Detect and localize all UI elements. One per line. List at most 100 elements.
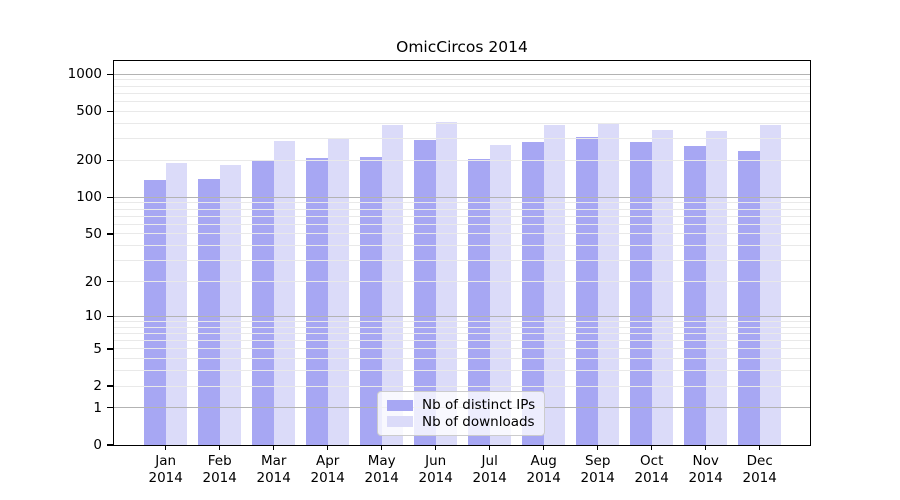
x-axis-label-mar: Mar 2014 bbox=[256, 453, 291, 486]
x-axis-tick-jul bbox=[489, 446, 491, 450]
bar-distinct-ips-may bbox=[360, 156, 382, 445]
x-axis-label-jul: Jul 2014 bbox=[472, 453, 507, 486]
gridline-400 bbox=[114, 122, 810, 124]
gridline-80 bbox=[114, 208, 810, 210]
gridline-600 bbox=[114, 101, 810, 103]
gridline-2 bbox=[114, 385, 810, 387]
y-axis-tick-20 bbox=[107, 280, 113, 283]
gridline-500 bbox=[114, 110, 810, 112]
gridline-1000 bbox=[114, 73, 810, 75]
gridline-8 bbox=[114, 326, 810, 328]
bar-downloads-aug bbox=[543, 124, 566, 445]
y-axis-label-0: 0 bbox=[93, 437, 102, 453]
x-axis-tick-jun bbox=[435, 446, 437, 450]
bar-downloads-jan bbox=[165, 162, 188, 445]
legend-swatch-downloads bbox=[387, 416, 413, 428]
y-axis-label-1: 1 bbox=[93, 399, 102, 416]
bar-downloads-nov bbox=[705, 130, 728, 445]
legend-label-distinct-ips: Nb of distinct IPs bbox=[422, 397, 536, 414]
bar-downloads-oct bbox=[651, 129, 674, 445]
y-axis-label-20: 20 bbox=[84, 273, 102, 290]
bar-distinct-ips-sep bbox=[576, 137, 598, 445]
bar-downloads-apr bbox=[327, 138, 350, 445]
y-axis-tick-1000 bbox=[107, 73, 113, 75]
gridline-70 bbox=[114, 215, 810, 217]
gridline-5 bbox=[114, 348, 810, 350]
y-axis-tick-10 bbox=[107, 315, 113, 317]
gridline-9 bbox=[114, 320, 810, 322]
y-axis-label-10: 10 bbox=[84, 308, 102, 325]
y-axis-label-2: 2 bbox=[93, 378, 102, 395]
bar-distinct-ips-mar bbox=[252, 160, 274, 445]
bar-distinct-ips-aug bbox=[522, 141, 544, 445]
bar-distinct-ips-apr bbox=[306, 158, 328, 445]
bar-distinct-ips-nov bbox=[684, 145, 706, 445]
x-axis-tick-jan bbox=[165, 446, 167, 450]
gridline-90 bbox=[114, 202, 810, 204]
gridline-200 bbox=[114, 159, 810, 161]
gridline-40 bbox=[114, 245, 810, 247]
gridline-7 bbox=[114, 332, 810, 334]
gridline-3 bbox=[114, 370, 810, 372]
plot-area bbox=[113, 60, 811, 446]
x-axis-tick-mar bbox=[273, 446, 275, 450]
y-axis-label-100: 100 bbox=[76, 189, 102, 206]
x-axis-label-nov: Nov 2014 bbox=[688, 453, 723, 486]
x-axis-label-apr: Apr 2014 bbox=[310, 453, 345, 486]
y-axis-label-50: 50 bbox=[84, 225, 102, 242]
y-axis-label-1000: 1000 bbox=[67, 66, 102, 83]
gridline-6 bbox=[114, 340, 810, 342]
x-axis-tick-apr bbox=[327, 446, 329, 450]
y-axis-label-5: 5 bbox=[93, 340, 102, 357]
bar-downloads-sep bbox=[597, 122, 620, 445]
bar-downloads-jul bbox=[489, 144, 512, 445]
y-axis-tick-5 bbox=[107, 348, 113, 350]
legend-swatch-distinct-ips bbox=[387, 399, 413, 411]
gridline-800 bbox=[114, 85, 810, 87]
gridline-900 bbox=[114, 79, 810, 81]
legend-item-distinct-ips: Nb of distinct IPs bbox=[387, 397, 535, 414]
bar-downloads-dec bbox=[759, 124, 782, 445]
x-axis-label-may: May 2014 bbox=[364, 453, 399, 486]
gridline-20 bbox=[114, 281, 810, 283]
bar-distinct-ips-dec bbox=[738, 151, 760, 445]
x-axis-label-jun: Jun 2014 bbox=[418, 453, 453, 486]
legend-label-downloads: Nb of downloads bbox=[422, 413, 535, 430]
gridline-4 bbox=[114, 358, 810, 360]
legend-item-downloads: Nb of downloads bbox=[387, 414, 535, 431]
x-axis-tick-aug bbox=[543, 446, 545, 450]
bar-downloads-feb bbox=[219, 164, 242, 445]
x-axis-tick-oct bbox=[651, 446, 653, 450]
gridline-10 bbox=[114, 315, 810, 317]
x-axis-label-sep: Sep 2014 bbox=[580, 453, 615, 486]
y-axis-tick-0 bbox=[107, 444, 113, 446]
x-axis-label-oct: Oct 2014 bbox=[634, 453, 669, 486]
bar-distinct-ips-oct bbox=[630, 142, 652, 445]
gridline-60 bbox=[114, 223, 810, 225]
chart-title: OmicCircos 2014 bbox=[396, 38, 528, 56]
bar-distinct-ips-jan bbox=[144, 180, 166, 445]
x-axis-label-feb: Feb 2014 bbox=[202, 453, 237, 486]
gridline-300 bbox=[114, 138, 810, 140]
x-axis-tick-feb bbox=[219, 446, 221, 450]
x-axis-label-aug: Aug 2014 bbox=[526, 453, 561, 486]
y-axis-tick-100 bbox=[107, 196, 113, 199]
gridline-100 bbox=[114, 196, 810, 198]
x-axis-tick-may bbox=[381, 446, 383, 450]
bar-distinct-ips-jul bbox=[468, 158, 490, 445]
y-axis-tick-2 bbox=[107, 385, 113, 387]
gridline-30 bbox=[114, 260, 810, 262]
gridline-50 bbox=[114, 233, 810, 235]
bar-distinct-ips-feb bbox=[198, 179, 220, 445]
x-axis-tick-nov bbox=[705, 446, 707, 450]
y-axis-tick-1 bbox=[107, 407, 113, 409]
y-axis-label-200: 200 bbox=[76, 152, 102, 169]
bar-downloads-may bbox=[381, 124, 404, 445]
x-axis-tick-sep bbox=[597, 446, 599, 450]
x-axis-label-jan: Jan 2014 bbox=[148, 453, 183, 486]
y-axis-tick-50 bbox=[107, 233, 113, 235]
bar-downloads-mar bbox=[273, 141, 296, 445]
gridline-700 bbox=[114, 92, 810, 94]
y-axis-tick-200 bbox=[107, 159, 113, 162]
